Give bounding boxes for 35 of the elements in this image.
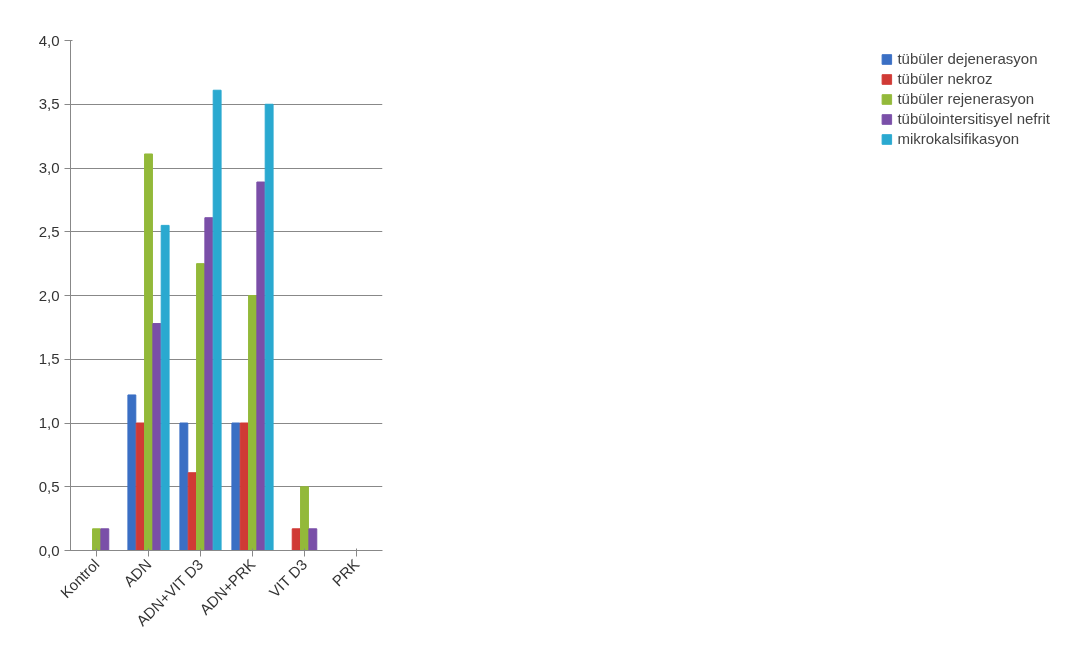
y-tick-label: 0,0 bbox=[38, 541, 60, 559]
bar bbox=[264, 103, 274, 551]
bar bbox=[300, 486, 309, 551]
y-tick-label: 2,5 bbox=[38, 222, 60, 240]
y-tick-label: 2,0 bbox=[38, 286, 60, 304]
bar bbox=[308, 528, 318, 551]
bar bbox=[231, 422, 241, 551]
bar bbox=[248, 295, 257, 551]
bar bbox=[135, 422, 145, 551]
bar bbox=[179, 422, 189, 551]
y-tick-label: 3,0 bbox=[38, 159, 60, 176]
y-tick-label: 1,5 bbox=[38, 350, 60, 368]
legend-label: mikrokalsifikasyon bbox=[897, 130, 1020, 147]
y-tick-label: 1,0 bbox=[38, 414, 60, 431]
bar bbox=[256, 181, 266, 551]
bar bbox=[152, 323, 162, 551]
bar bbox=[212, 89, 222, 551]
x-tick-label: VIT D3 bbox=[265, 555, 311, 601]
bar bbox=[196, 263, 205, 551]
bar bbox=[92, 528, 101, 551]
legend-label: tübüler dejenerasyon bbox=[897, 50, 1038, 67]
bar bbox=[204, 217, 214, 551]
bar bbox=[291, 528, 301, 551]
bar bbox=[100, 528, 110, 551]
legend-label: tübülointersitisyel nefrit bbox=[897, 110, 1050, 127]
bar bbox=[239, 422, 249, 551]
bar bbox=[160, 224, 170, 551]
bar bbox=[144, 153, 153, 551]
legend-label: tübüler nekroz bbox=[897, 70, 993, 87]
y-tick-label: 0,5 bbox=[38, 477, 60, 495]
y-tick-label: 4,0 bbox=[38, 31, 60, 49]
bar bbox=[127, 394, 137, 551]
y-tick-label: 3,5 bbox=[38, 95, 60, 113]
legend-label: tübüler rejenerasyon bbox=[897, 90, 1035, 107]
bar bbox=[187, 472, 197, 551]
